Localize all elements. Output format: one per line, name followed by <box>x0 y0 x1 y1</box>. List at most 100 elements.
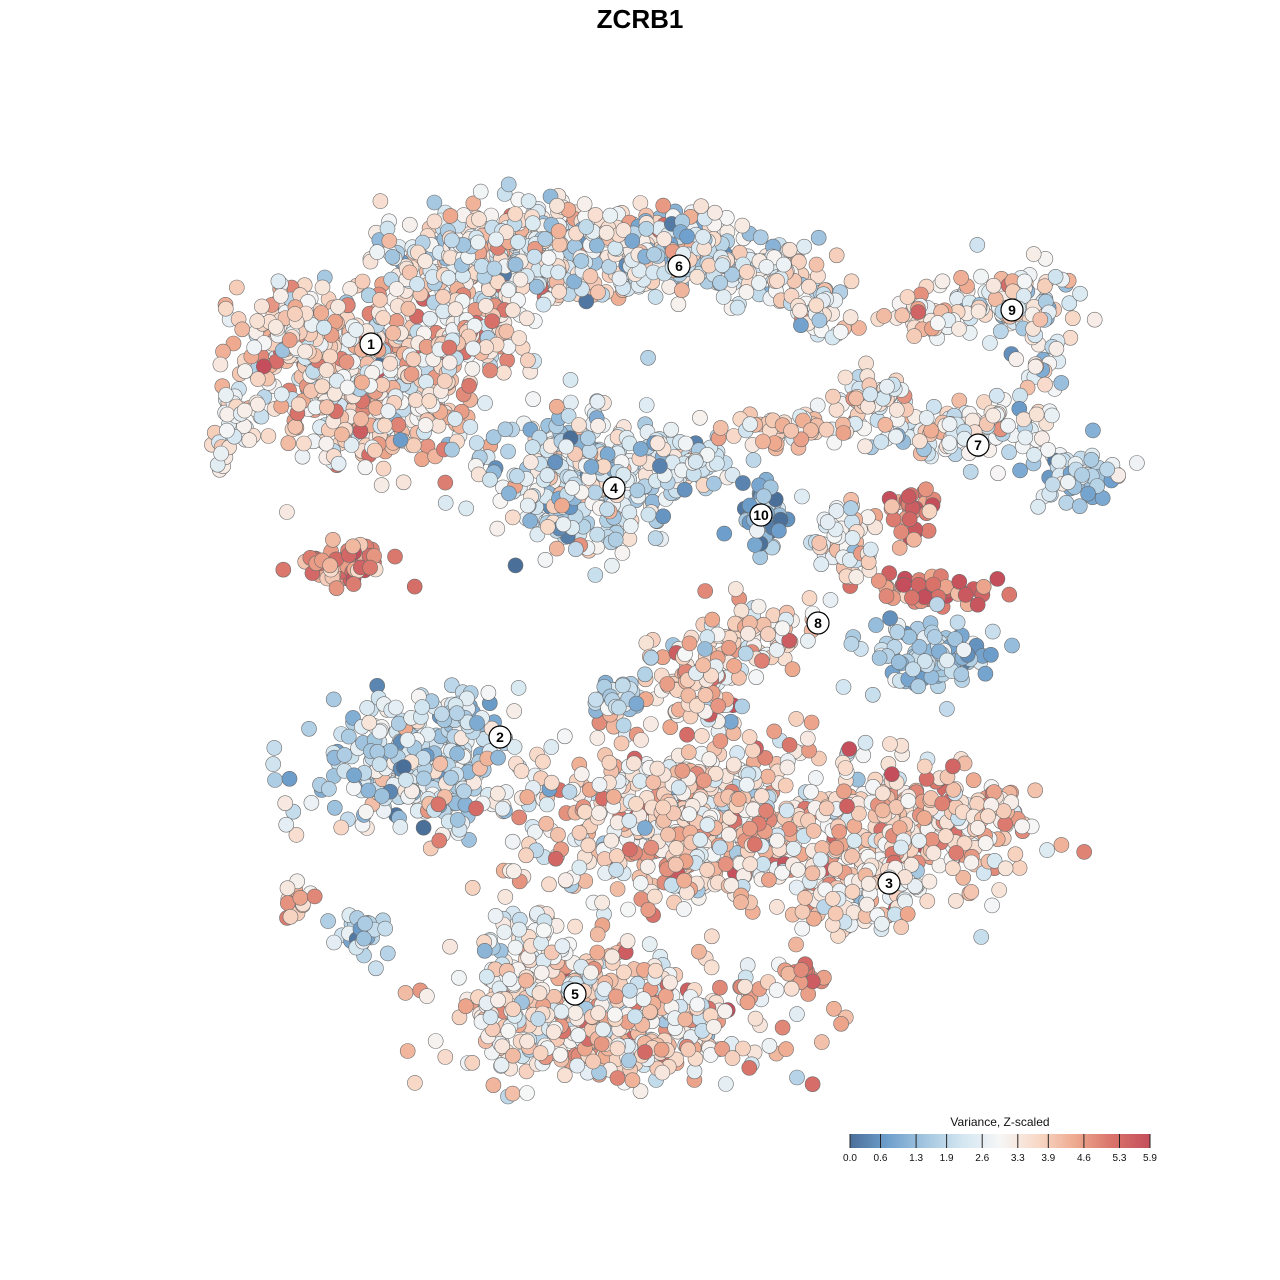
cell-point <box>801 278 817 295</box>
cell-point <box>325 531 341 548</box>
cell-point <box>607 240 624 257</box>
cell-point <box>828 247 845 264</box>
legend-title: Variance, Z-scaled <box>950 1115 1050 1129</box>
cell-point <box>1037 376 1053 393</box>
cell-point <box>1001 586 1018 603</box>
cell-point <box>797 890 813 906</box>
cell-point <box>721 826 737 843</box>
cell-point <box>421 393 438 409</box>
cluster-label-2: 2 <box>488 725 512 749</box>
cell-point <box>699 816 716 833</box>
cell-point <box>278 816 295 833</box>
cell-point <box>730 791 747 807</box>
cell-point <box>649 435 666 452</box>
cell-point <box>738 776 755 793</box>
cell-point <box>681 806 698 823</box>
cell-point <box>741 729 758 745</box>
colorbar-gradient <box>850 1134 1150 1148</box>
cell-point <box>1016 273 1033 290</box>
cell-point <box>843 636 860 652</box>
cell-point <box>451 969 467 986</box>
cell-point <box>637 1044 653 1060</box>
cell-point <box>236 402 253 419</box>
cell-point <box>609 881 626 897</box>
cell-point <box>660 826 676 843</box>
cell-point <box>973 929 990 945</box>
cell-point <box>988 387 1005 404</box>
cell-point <box>292 889 309 906</box>
cell-point <box>1007 846 1024 863</box>
cell-point <box>432 755 449 772</box>
cell-point <box>862 386 879 403</box>
cell-point <box>1027 782 1043 799</box>
cell-point <box>945 758 961 775</box>
cell-point <box>652 458 668 474</box>
cell-point <box>832 324 849 340</box>
cell-point <box>330 299 346 315</box>
cell-point <box>771 522 787 539</box>
cell-point <box>813 556 830 573</box>
cell-point <box>518 847 534 864</box>
cell-point <box>275 561 292 578</box>
cell-point <box>605 788 622 805</box>
cell-point <box>621 841 638 858</box>
cell-point <box>442 208 459 224</box>
cell-point <box>615 717 632 734</box>
cell-point <box>408 392 424 408</box>
cell-point <box>738 264 755 280</box>
cell-point <box>745 452 762 468</box>
cell-point <box>538 815 555 832</box>
cell-point <box>803 783 819 800</box>
cell-point <box>794 920 811 937</box>
colorbar-tick-label: 0.6 <box>874 1153 888 1164</box>
cell-point <box>729 299 746 316</box>
cell-point <box>219 422 235 439</box>
cell-point <box>697 687 714 704</box>
cell-point <box>646 888 663 905</box>
cell-point <box>655 508 672 525</box>
cell-point <box>1099 461 1115 478</box>
cluster-label-text: 5 <box>571 986 579 1002</box>
cell-point <box>561 783 578 800</box>
cell-point <box>962 463 979 480</box>
cell-point <box>282 908 299 925</box>
cell-point <box>883 498 900 515</box>
cell-point <box>1039 842 1055 858</box>
cell-point <box>882 736 898 752</box>
cell-point <box>837 760 854 776</box>
cell-point <box>986 784 1002 800</box>
cell-point <box>594 894 610 911</box>
cell-point <box>399 1043 416 1059</box>
cell-point <box>626 755 642 772</box>
cell-point <box>426 213 443 230</box>
cell-point <box>500 443 516 460</box>
cell-point <box>287 306 303 322</box>
cell-point <box>1017 429 1034 446</box>
cell-point <box>478 968 495 985</box>
cell-point <box>539 519 556 535</box>
cell-point <box>632 441 649 457</box>
cluster-label-3: 3 <box>877 871 901 895</box>
cell-point <box>953 666 970 683</box>
cell-point <box>789 1069 805 1086</box>
cell-point <box>545 1024 562 1040</box>
cell-point <box>548 540 565 557</box>
cell-point <box>755 433 771 450</box>
cell-point <box>1086 311 1103 328</box>
cell-point <box>593 1036 610 1052</box>
cluster-label-10: 10 <box>749 503 773 527</box>
cell-point <box>775 256 792 273</box>
cell-point <box>444 441 460 458</box>
cell-point <box>639 858 656 875</box>
cell-point <box>846 832 863 849</box>
cell-point <box>841 741 858 757</box>
cell-point <box>518 972 534 989</box>
colorbar-tick-label: 3.3 <box>1011 1153 1025 1164</box>
cell-point <box>267 772 283 788</box>
cell-point <box>824 890 841 907</box>
cell-point <box>387 548 403 565</box>
cell-point <box>415 770 432 787</box>
cell-point <box>1074 467 1090 483</box>
cell-point <box>576 196 593 212</box>
cell-point <box>890 654 907 670</box>
